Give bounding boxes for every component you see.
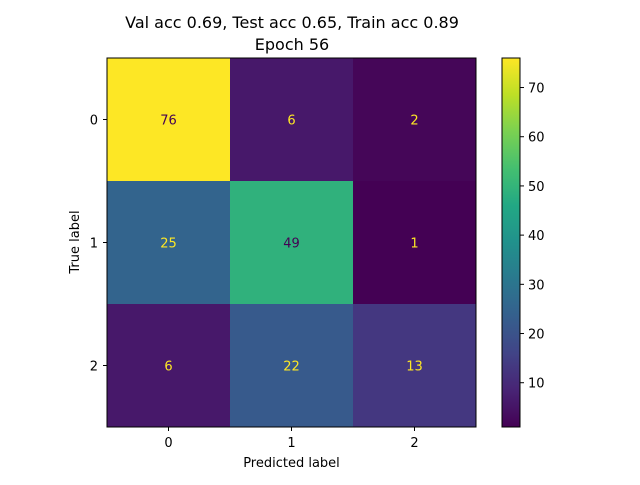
cell-value-0-0: 76 bbox=[160, 114, 177, 129]
y-tick-label-0: 0 bbox=[90, 114, 98, 129]
y-axis-label: True label bbox=[68, 210, 83, 274]
colorbar-tick-label-2: 30 bbox=[528, 278, 545, 293]
cell-value-2-2: 13 bbox=[406, 360, 423, 375]
cell-annotations: 76 6 2 25 49 1 6 22 13 bbox=[160, 114, 423, 375]
colorbar-tick-label-0: 10 bbox=[528, 377, 545, 392]
y-tick-label-1: 1 bbox=[90, 237, 98, 252]
cell-value-1-0: 25 bbox=[160, 237, 177, 252]
heatmap-cell-0-1 bbox=[230, 58, 354, 182]
cell-value-0-1: 6 bbox=[287, 114, 295, 129]
heatmap-cell-0-2 bbox=[353, 58, 477, 182]
heatmap-cell-2-2 bbox=[353, 304, 477, 428]
cell-value-2-0: 6 bbox=[164, 360, 172, 375]
heatmap-cells bbox=[107, 58, 477, 428]
x-axis-ticks: 0 1 2 bbox=[164, 427, 419, 451]
colorbar-ticks: 10 20 30 40 50 60 70 bbox=[520, 82, 545, 392]
colorbar-tick-label-5: 60 bbox=[528, 131, 545, 146]
y-axis-ticks: 0 1 2 bbox=[90, 114, 107, 375]
x-tick-label-0: 0 bbox=[164, 436, 172, 451]
x-axis-label: Predicted label bbox=[243, 456, 340, 471]
colorbar-tick-label-3: 40 bbox=[528, 229, 545, 244]
cell-value-0-2: 2 bbox=[410, 114, 418, 129]
colorbar-tick-label-4: 50 bbox=[528, 180, 545, 195]
heatmap-cell-2-0 bbox=[107, 304, 231, 428]
colorbar-tick-label-1: 20 bbox=[528, 328, 545, 343]
heatmap-cell-2-1 bbox=[230, 304, 354, 428]
chart-title-line-1: Val acc 0.69, Test acc 0.65, Train acc 0… bbox=[125, 13, 459, 32]
colorbar bbox=[501, 57, 521, 428]
y-tick-label-2: 2 bbox=[90, 360, 98, 375]
x-tick-label-1: 1 bbox=[287, 436, 295, 451]
heatmap-cell-0-0 bbox=[107, 58, 231, 182]
cell-value-1-2: 1 bbox=[410, 237, 418, 252]
heatmap-cell-1-0 bbox=[107, 181, 231, 305]
cell-value-1-1: 49 bbox=[283, 237, 300, 252]
heatmap-cell-1-1 bbox=[230, 181, 354, 305]
colorbar-tick-label-6: 70 bbox=[528, 82, 545, 97]
heatmap-cell-1-2 bbox=[353, 181, 477, 305]
cell-value-2-1: 22 bbox=[283, 360, 300, 375]
x-tick-label-2: 2 bbox=[410, 436, 418, 451]
chart-title-line-2: Epoch 56 bbox=[255, 35, 329, 54]
